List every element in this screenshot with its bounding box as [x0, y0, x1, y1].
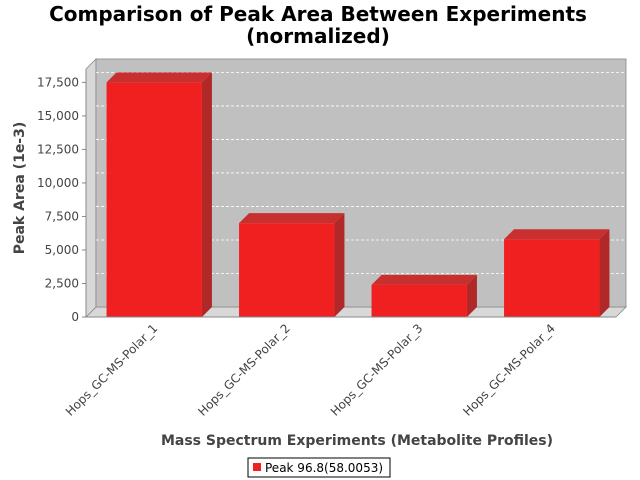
bar-3: [371, 274, 477, 317]
bar-front: [106, 82, 202, 318]
chart-title: Comparison of Peak Area Between Experime…: [49, 2, 587, 26]
legend: Peak 96.8(58.0053): [247, 457, 391, 478]
bar-front: [371, 284, 467, 317]
y-tick-label: 17,500: [37, 75, 79, 89]
bars-group: [106, 72, 610, 318]
y-tick-label: 12,500: [37, 142, 79, 156]
legend-box: [247, 457, 391, 478]
bar-side: [599, 229, 610, 317]
plot-left-wall: [85, 58, 97, 318]
bar-front: [504, 239, 600, 317]
chart-subtitle: (normalized): [246, 24, 390, 48]
bar-top: [239, 213, 345, 224]
y-tick-label: 10,000: [37, 176, 79, 190]
bar-2: [239, 213, 345, 317]
bar-side: [334, 213, 345, 317]
y-tick-label: 7,500: [45, 209, 79, 223]
bar-top: [106, 72, 212, 83]
bar-1: [106, 72, 212, 318]
x-tick-label: Hops_GC-MS-Polar_1: [63, 321, 161, 419]
y-tick-label: 15,000: [37, 109, 79, 123]
y-tick-label: 5,000: [45, 243, 79, 257]
bar-top: [371, 274, 477, 285]
x-tick-label: Hops_GC-MS-Polar_4: [460, 321, 558, 419]
x-tick-label: Hops_GC-MS-Polar_3: [328, 321, 426, 419]
bar-side: [201, 72, 212, 318]
y-tick-label: 2,500: [45, 276, 79, 290]
x-axis: Hops_GC-MS-Polar_1 Hops_GC-MS-Polar_2 Hops…: [63, 316, 616, 419]
y-tick-label: 0: [71, 310, 79, 324]
bar-4: [504, 229, 610, 317]
x-tick-label: Hops_GC-MS-Polar_2: [195, 321, 293, 419]
bar-side: [466, 274, 477, 317]
x-axis-title: Mass Spectrum Experiments (Metabolite Pr…: [161, 433, 553, 449]
legend-swatch: [253, 463, 261, 471]
bar-top: [504, 229, 610, 240]
bar-front: [239, 223, 335, 317]
legend-entry: Peak 96.8(58.0053): [265, 461, 383, 475]
y-axis-title: Peak Area (1e-3): [12, 122, 28, 255]
y-axis: 0 2,500 5,000 7,500 10,000 12,500 15,000 17,500: [37, 69, 87, 324]
